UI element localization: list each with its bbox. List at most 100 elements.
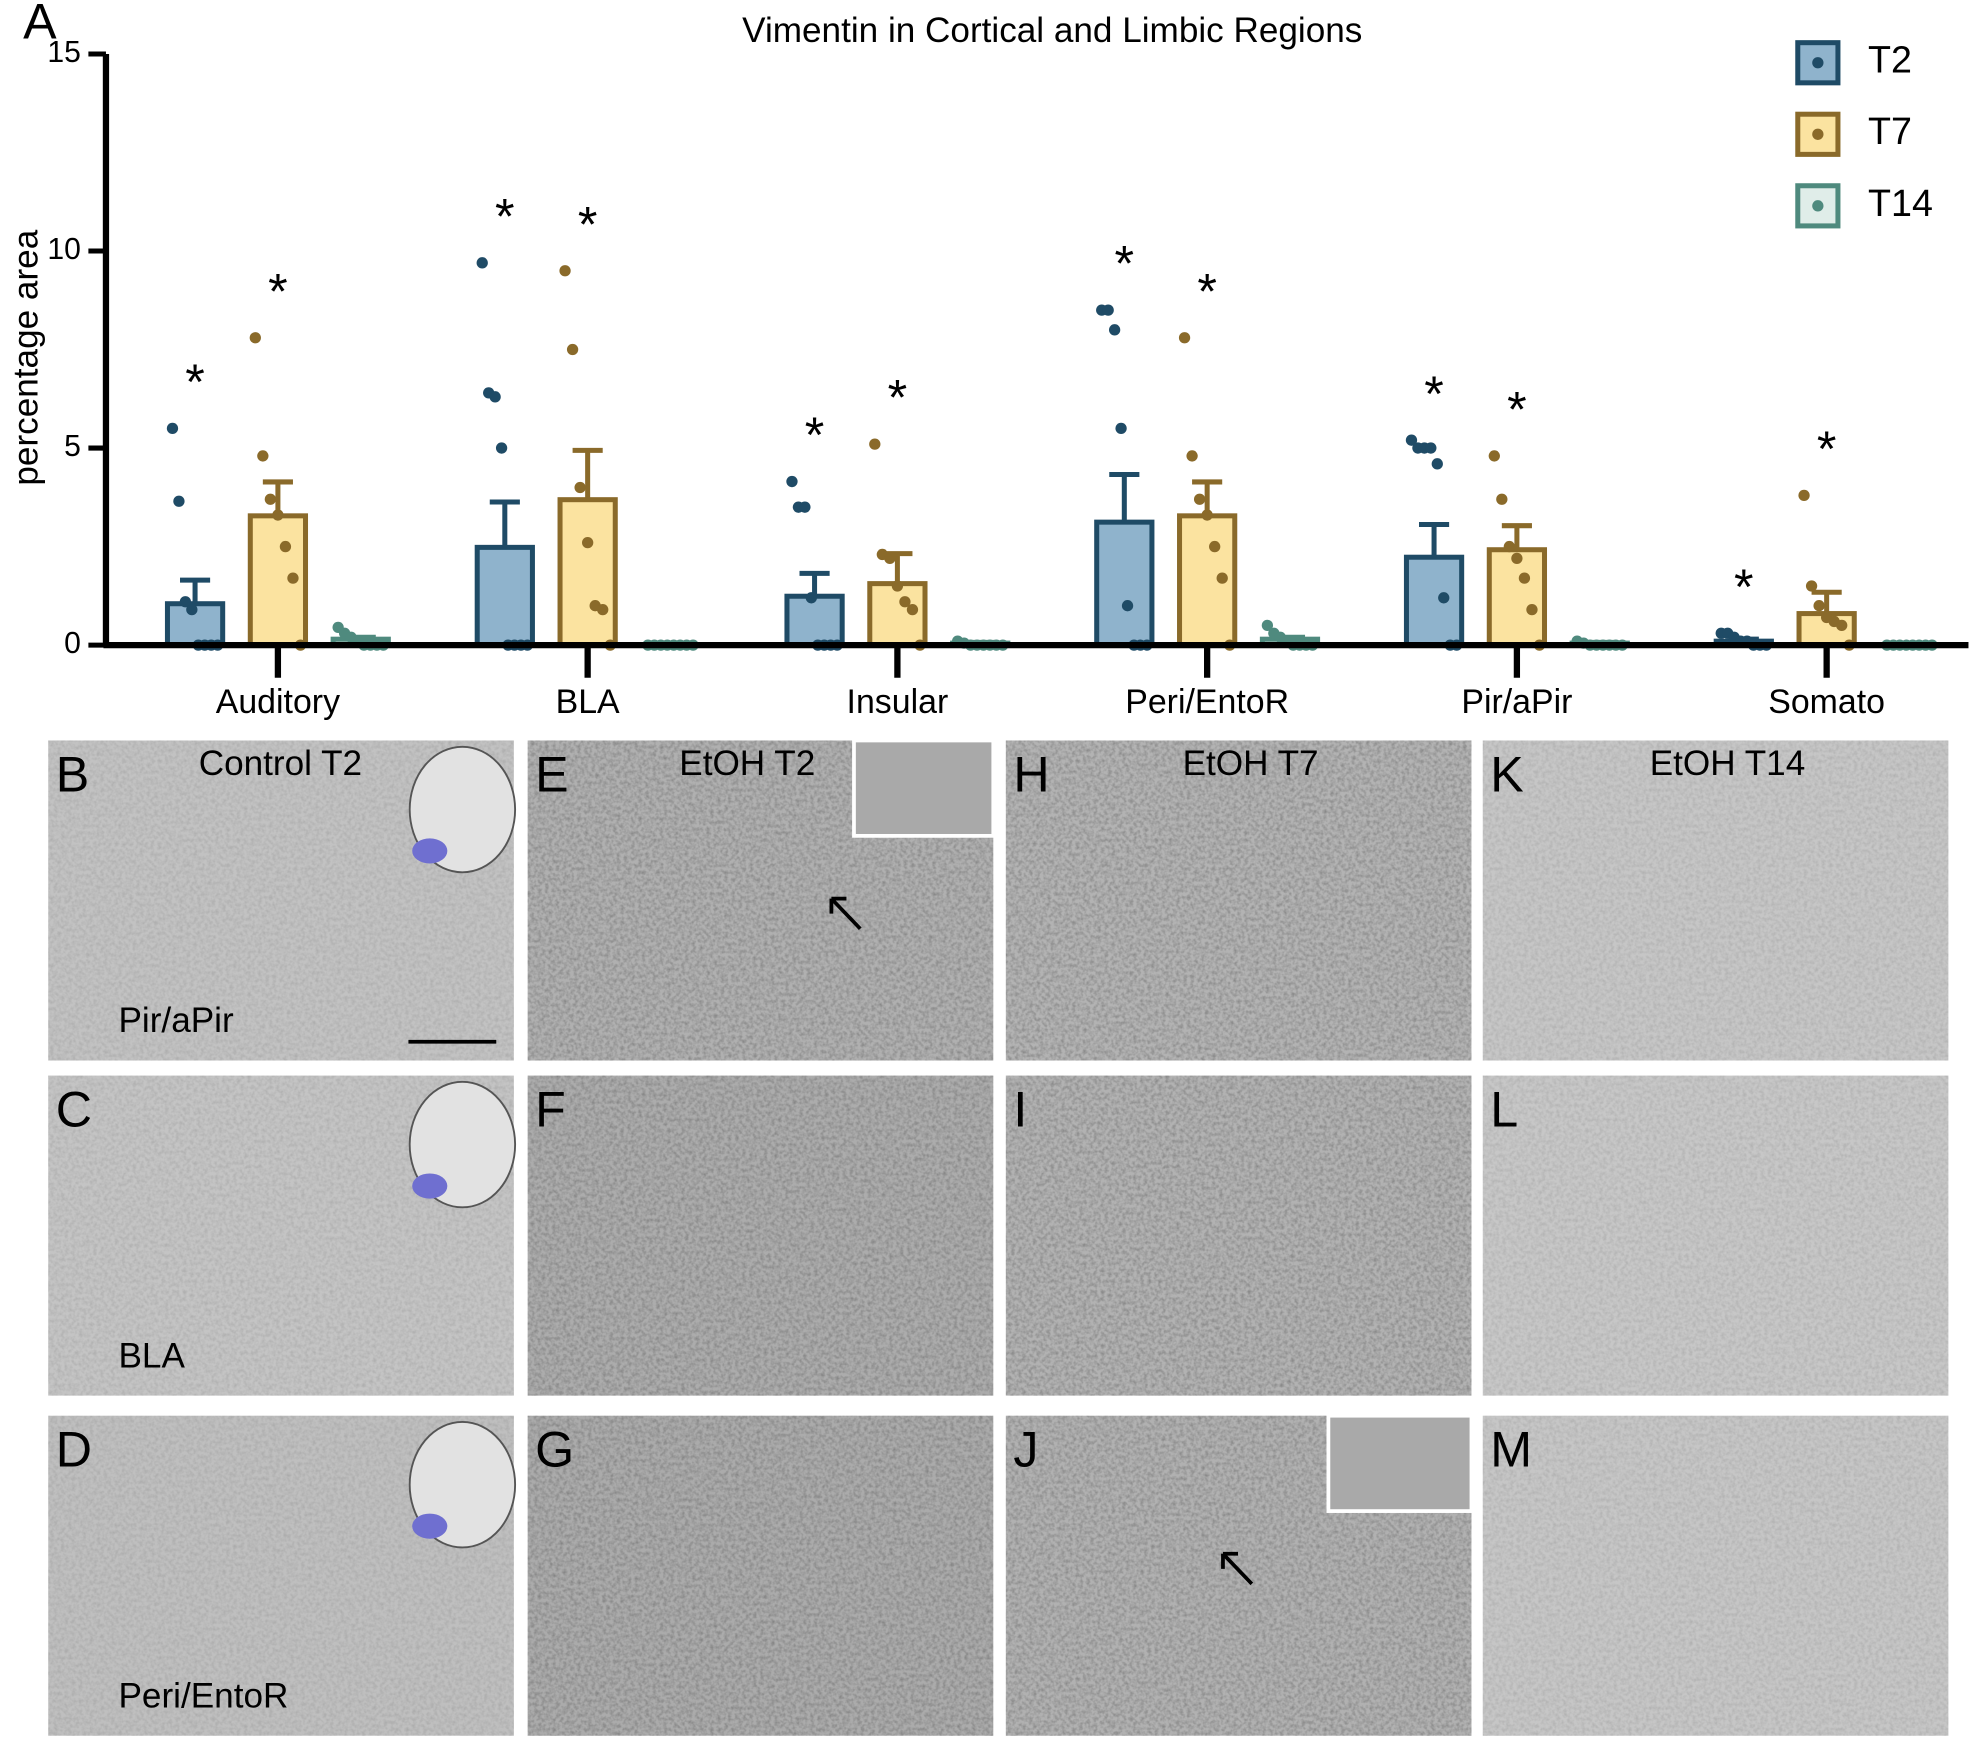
panel-letter: F (535, 1082, 566, 1138)
data-point (173, 495, 185, 507)
y-axis-label: percentage area (6, 229, 45, 485)
micrograph-texture (527, 1075, 994, 1396)
significance-mark: * (268, 263, 288, 319)
panel-letter: K (1490, 746, 1523, 802)
error-bar (572, 447, 603, 500)
data-point (1805, 580, 1818, 592)
bar (784, 593, 845, 648)
data-point (1431, 458, 1443, 470)
panel-letter: D (56, 1422, 92, 1478)
arrow (1221, 1551, 1254, 1586)
y-tick-label: 10 (47, 233, 81, 266)
data-point (257, 450, 269, 462)
error-bar (180, 577, 211, 604)
zoom-inset (852, 738, 996, 838)
legend-label: T2 (1868, 39, 1912, 81)
data-point (1405, 434, 1418, 446)
bar (474, 544, 535, 648)
zoom-inset (1326, 1413, 1474, 1513)
data-point (1496, 493, 1508, 505)
panel-label: A (23, 0, 57, 49)
x-tick-label: Peri/EntoR (1125, 683, 1289, 721)
significance-mark: * (1817, 421, 1837, 477)
x-tick-label: Somato (1768, 683, 1885, 721)
y-tick-label: 0 (64, 627, 81, 660)
x-tick-label: BLA (556, 683, 620, 721)
data-point (1438, 592, 1450, 604)
micrograph-texture (527, 1415, 994, 1736)
significance-mark: * (578, 196, 598, 252)
data-point (1193, 493, 1206, 505)
micrograph-texture (1482, 1415, 1949, 1736)
significance-mark: * (805, 407, 825, 463)
region-label: Peri/EntoR (119, 1676, 289, 1715)
data-point (1115, 422, 1127, 434)
data-point (899, 596, 911, 608)
significance-mark: * (495, 188, 515, 244)
error-bar (1419, 521, 1450, 558)
data-point (1511, 552, 1523, 565)
panel-letter: E (535, 746, 568, 802)
significance-mark: * (1115, 236, 1135, 292)
micrograph-grid: B Pir/aPir E H K C BLA F I L D Peri/EntoR G J M Control… (48, 738, 1949, 1736)
data-point (884, 552, 896, 565)
bar (1094, 519, 1155, 648)
bar (557, 497, 618, 648)
data-point (582, 536, 594, 549)
y-tick-label: 15 (47, 36, 81, 69)
data-point (805, 592, 817, 604)
significance-mark: * (185, 354, 205, 410)
data-point (1121, 600, 1134, 612)
chart-title: Vimentin in Cortical and Limbic Regions (742, 11, 1362, 50)
column-title: EtOH T14 (1650, 744, 1806, 783)
significance-mark: * (888, 370, 908, 426)
data-point (1216, 572, 1228, 584)
bar (1403, 554, 1465, 648)
micrograph-texture (1005, 740, 1472, 1061)
data-point (186, 603, 198, 616)
data-point (1488, 450, 1500, 462)
data-point (1178, 332, 1191, 344)
data-point (272, 509, 284, 521)
panel-letter: L (1490, 1082, 1518, 1138)
error-bar (1811, 589, 1842, 614)
data-point (279, 540, 292, 553)
micrograph-texture (1482, 740, 1949, 1061)
panel-letter: G (535, 1422, 574, 1478)
error-bar (799, 570, 830, 597)
error-bar (1109, 471, 1140, 523)
column-title: EtOH T7 (1183, 744, 1319, 783)
legend-label: T7 (1868, 110, 1912, 152)
data-point (1261, 619, 1274, 632)
data-point (1102, 304, 1114, 316)
panel-letter: J (1013, 1422, 1038, 1478)
legend-dot (1812, 200, 1824, 212)
data-point (166, 422, 179, 434)
panel-letter: B (56, 746, 89, 802)
panel-letter: I (1013, 1082, 1027, 1138)
panel-letter: H (1013, 746, 1049, 802)
data-point (869, 438, 881, 450)
data-point (574, 481, 586, 494)
data-point (1836, 619, 1848, 632)
data-point (799, 501, 811, 513)
legend-dot (1812, 57, 1824, 69)
data-point (495, 442, 508, 454)
region-label: BLA (119, 1336, 186, 1375)
data-point (264, 493, 277, 505)
significance-mark: * (1507, 382, 1527, 438)
data-point (1526, 603, 1538, 616)
data-point (891, 580, 904, 592)
x-tick-label: Pir/aPir (1461, 683, 1572, 721)
legend-dot (1812, 128, 1824, 140)
data-point (476, 257, 488, 269)
data-point (489, 391, 501, 403)
data-point (249, 332, 261, 344)
data-point (786, 475, 798, 488)
micrograph-texture (1482, 1075, 1949, 1396)
panel-letter: M (1490, 1422, 1532, 1478)
significance-mark: * (1197, 263, 1217, 319)
data-point (1518, 572, 1531, 584)
region-highlight (412, 838, 448, 864)
